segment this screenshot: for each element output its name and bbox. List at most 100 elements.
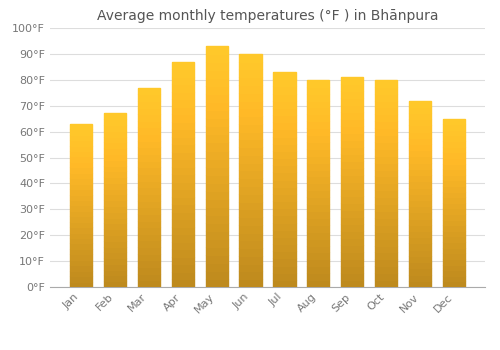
Bar [206,279,228,287]
Bar [70,254,92,260]
Bar [138,161,160,167]
Bar [104,183,126,189]
Bar [70,227,92,233]
Bar [104,264,126,270]
Bar [274,215,295,223]
Bar [138,134,160,141]
Bar [308,170,330,176]
Bar [376,80,398,87]
Bar [274,244,295,251]
Bar [104,113,126,287]
Bar [376,170,398,176]
Bar [138,94,160,101]
Bar [409,163,432,169]
Bar [206,62,228,70]
Bar [376,121,398,128]
Bar [308,100,330,107]
Bar [172,227,194,235]
Bar [274,280,295,287]
Bar [409,138,432,144]
Bar [172,137,194,144]
Bar [376,183,398,190]
Bar [172,272,194,280]
Bar [342,196,363,203]
Bar [138,154,160,161]
Bar [376,204,398,211]
Bar [409,274,432,281]
Bar [274,237,295,244]
Bar [308,252,330,259]
Bar [138,121,160,127]
Bar [308,239,330,246]
Bar [138,167,160,174]
Bar [138,220,160,227]
Bar [376,87,398,93]
Bar [138,181,160,187]
Bar [70,281,92,287]
Bar [70,124,92,129]
Bar [342,280,363,287]
Bar [376,176,398,183]
Bar [240,69,262,77]
Bar [206,175,228,183]
Bar [104,177,126,183]
Bar [104,229,126,235]
Bar [172,84,194,92]
Bar [138,88,160,287]
Bar [308,121,330,128]
Bar [70,260,92,265]
Bar [104,195,126,200]
Bar [308,142,330,149]
Bar [70,146,92,151]
Bar [409,262,432,268]
Bar [104,281,126,287]
Bar [70,189,92,195]
Bar [240,256,262,264]
Bar [138,88,160,94]
Bar [274,201,295,208]
Bar [342,91,363,98]
Bar [206,46,228,287]
Bar [376,149,398,156]
Bar [443,130,465,135]
Bar [342,259,363,266]
Bar [138,107,160,114]
Bar [274,194,295,201]
Bar [172,62,194,287]
Bar [206,126,228,134]
Bar [376,100,398,107]
Bar [172,189,194,197]
Bar [308,211,330,218]
Bar [138,174,160,181]
Bar [274,130,295,136]
Bar [172,99,194,107]
Bar [443,163,465,169]
Bar [274,93,295,101]
Bar [206,142,228,150]
Bar [443,180,465,186]
Bar [138,227,160,234]
Bar [240,194,262,202]
Bar [274,230,295,237]
Bar [308,149,330,156]
Bar [342,154,363,161]
Bar [342,273,363,280]
Bar [104,275,126,281]
Bar [274,251,295,258]
Bar [274,86,295,93]
Bar [308,232,330,239]
Bar [104,252,126,258]
Bar [274,266,295,273]
Bar [206,271,228,279]
Bar [104,235,126,241]
Bar [206,167,228,175]
Bar [308,87,330,93]
Bar [104,241,126,246]
Bar [308,218,330,225]
Bar [240,170,262,178]
Bar [443,119,465,287]
Bar [443,281,465,287]
Bar [342,266,363,273]
Bar [409,113,432,119]
Bar [342,252,363,259]
